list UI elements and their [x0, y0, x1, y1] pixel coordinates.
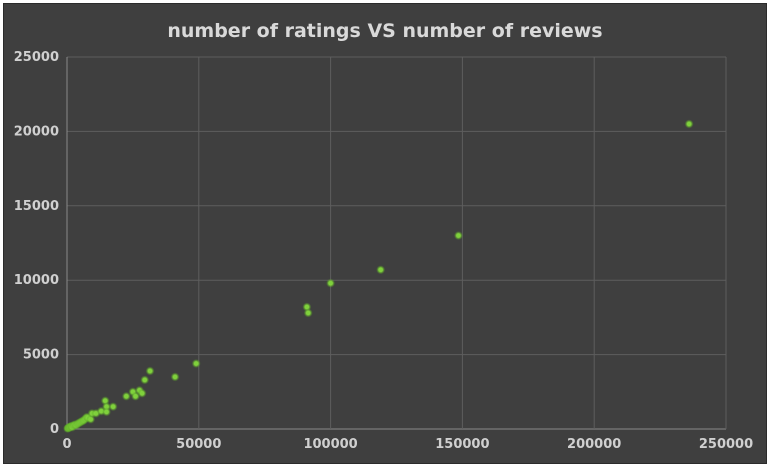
x-tick-label: 150000 — [435, 437, 489, 452]
data-point — [378, 267, 383, 272]
y-tick-label: 25000 — [14, 50, 59, 65]
y-tick-label: 10000 — [14, 273, 59, 288]
data-point — [111, 404, 115, 409]
y-tick-label: 15000 — [14, 199, 59, 214]
data-point — [306, 311, 310, 315]
y-tick-label: 5000 — [23, 348, 59, 363]
data-point — [104, 410, 109, 414]
data-point — [305, 305, 309, 309]
data-point — [88, 417, 93, 422]
data-point — [173, 375, 177, 379]
data-point — [194, 361, 198, 366]
x-tick-label: 50000 — [176, 437, 221, 452]
data-point — [456, 233, 461, 238]
x-tick-label: 0 — [62, 437, 71, 452]
data-point — [103, 398, 108, 403]
data-point — [148, 369, 152, 373]
x-tick-label: 100000 — [303, 437, 357, 452]
x-tick-label: 200000 — [567, 437, 621, 452]
y-tick-label: 20000 — [14, 124, 59, 139]
chart-frame: number of ratings VS number of reviews 0… — [3, 3, 767, 464]
chart-title: number of ratings VS number of reviews — [167, 20, 603, 42]
data-point — [94, 411, 98, 416]
data-point — [142, 378, 147, 382]
data-point — [124, 394, 129, 399]
x-tick-label: 250000 — [699, 437, 753, 452]
data-point — [133, 394, 138, 399]
y-tick-label: 0 — [50, 422, 59, 437]
data-point — [687, 122, 691, 126]
data-points — [63, 119, 694, 434]
data-point — [328, 281, 333, 285]
data-point — [140, 391, 144, 396]
grid-lines — [66, 56, 727, 430]
